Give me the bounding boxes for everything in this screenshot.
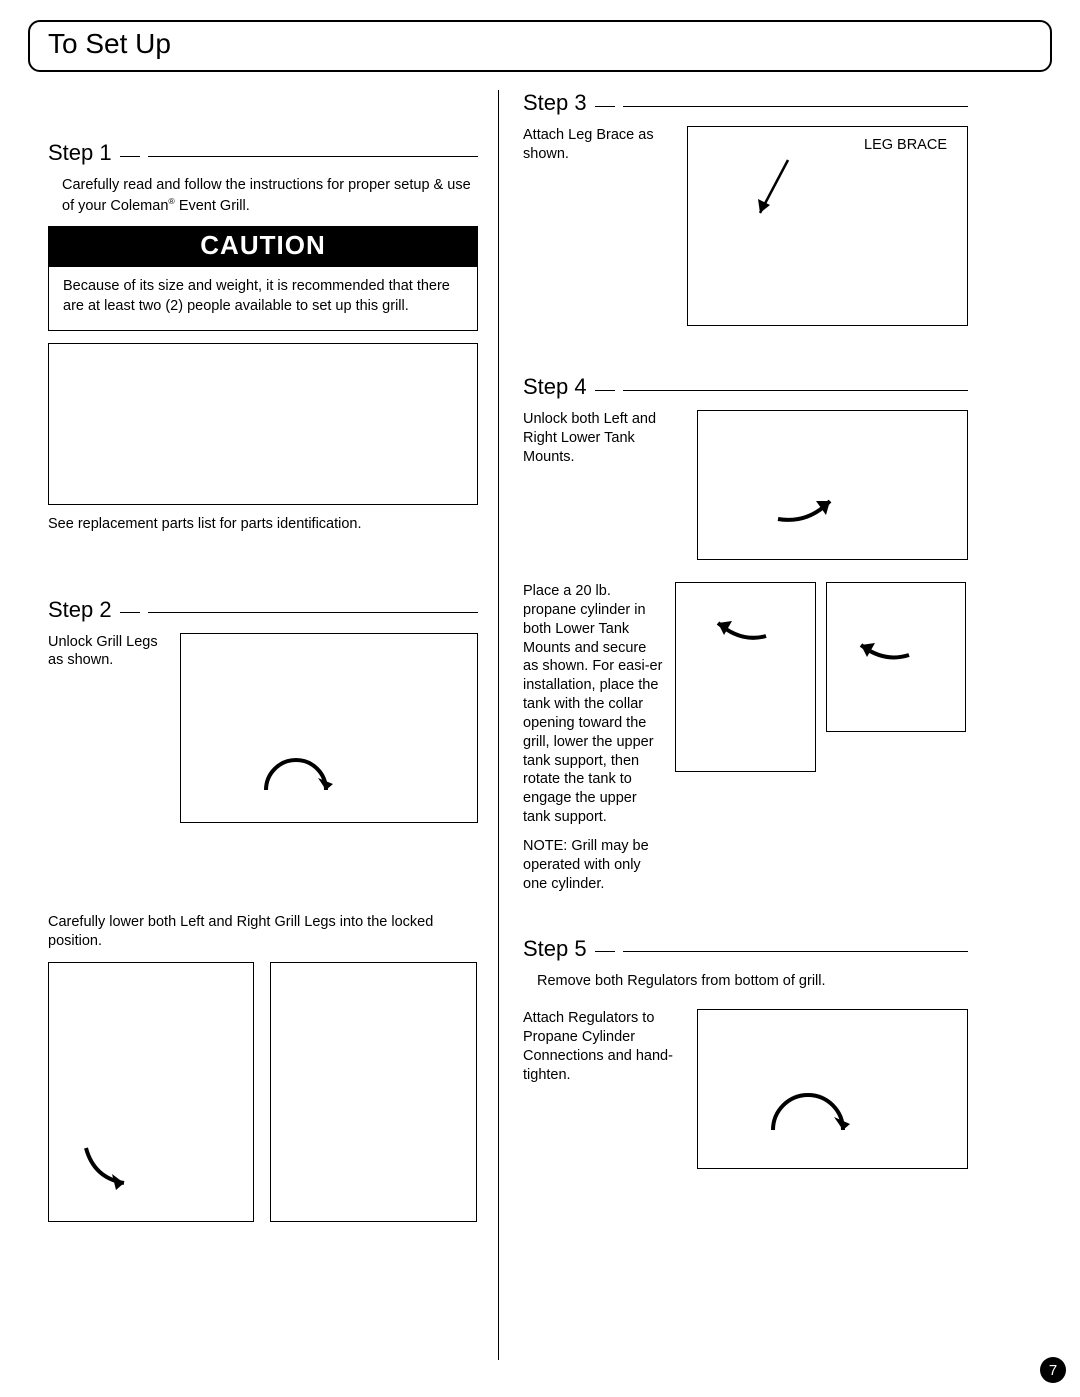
- step-1-intro-pre: Carefully read and follow the instructio…: [62, 177, 471, 213]
- header-rule: [148, 156, 478, 157]
- step-2-illustration-3: [270, 962, 476, 1222]
- step-3-illustration: LEG BRACE: [687, 126, 968, 326]
- pointer-arrow-icon: [748, 155, 798, 225]
- step-2-row: Unlock Grill Legs as shown.: [48, 633, 478, 823]
- step-4-illustration-2: [675, 582, 816, 772]
- curve-arrow-up-icon: [768, 489, 848, 529]
- step-5-text-2: Attach Regulators to Propane Cylinder Co…: [523, 1009, 683, 1084]
- step-4-row-1: Unlock both Left and Right Lower Tank Mo…: [523, 410, 968, 560]
- content-columns: Step 1 Carefully read and follow the ins…: [28, 90, 1052, 1360]
- page-number-badge: 7: [1040, 1357, 1066, 1383]
- caution-banner: CAUTION: [48, 226, 478, 267]
- caution-text: Because of its size and weight, it is re…: [48, 267, 478, 331]
- dash: [120, 612, 140, 613]
- step-2-lower-illus-row: [48, 962, 478, 1222]
- section-title: To Set Up: [48, 28, 1032, 60]
- step-2-label: Step 2: [48, 597, 112, 623]
- step-1-intro: Carefully read and follow the instructio…: [48, 176, 478, 216]
- curve-arrow-left-icon: [706, 611, 776, 646]
- step-3-header: Step 3: [523, 90, 968, 116]
- page: To Set Up Step 1 Carefully read and foll…: [0, 0, 1080, 1397]
- step-5-header: Step 5: [523, 936, 968, 962]
- step-4-header: Step 4: [523, 374, 968, 400]
- step-1-footer: See replacement parts list for parts ide…: [48, 515, 478, 535]
- step-1-header: Step 1: [48, 140, 478, 166]
- step-4-text-column: Place a 20 lb. propane cylinder in both …: [523, 582, 663, 894]
- step-4-text-1: Unlock both Left and Right Lower Tank Mo…: [523, 410, 683, 467]
- leg-brace-label: LEG BRACE: [864, 137, 947, 153]
- left-column: Step 1 Carefully read and follow the ins…: [28, 90, 498, 1360]
- step-4-note: NOTE: Grill may be operated with only on…: [523, 837, 663, 894]
- dash: [595, 390, 615, 391]
- step-3-label: Step 3: [523, 90, 587, 116]
- curve-arrow-icon: [74, 1138, 144, 1193]
- header-rule: [623, 951, 968, 952]
- step-4-label: Step 4: [523, 374, 587, 400]
- step-1-illustration: [48, 343, 478, 505]
- step-2-text: Unlock Grill Legs as shown.: [48, 633, 168, 671]
- step-4-text-2: Place a 20 lb. propane cylinder in both …: [523, 582, 663, 827]
- header-rule: [623, 390, 968, 391]
- dash: [595, 106, 615, 107]
- step-3-row: Attach Leg Brace as shown. LEG BRACE: [523, 126, 968, 326]
- page-number: 7: [1049, 1362, 1057, 1379]
- section-title-box: To Set Up: [28, 20, 1052, 72]
- step-5-row: Attach Regulators to Propane Cylinder Co…: [523, 1009, 968, 1169]
- step-2-illustration-2: [48, 962, 254, 1222]
- step-4-illustration-1: [697, 410, 968, 560]
- step-2-illustration-1: [180, 633, 478, 823]
- step-3-text: Attach Leg Brace as shown.: [523, 126, 673, 164]
- rotate-arrow-icon: [251, 740, 341, 800]
- header-rule: [623, 106, 968, 107]
- right-column: Step 3 Attach Leg Brace as shown. LEG BR…: [498, 90, 968, 1360]
- step-1-label: Step 1: [48, 140, 112, 166]
- step-5-illustration: [697, 1009, 968, 1169]
- dash: [120, 156, 140, 157]
- step-4-illus-pair: [675, 582, 968, 772]
- dash: [595, 951, 615, 952]
- step-2-header: Step 2: [48, 597, 478, 623]
- step-5-label: Step 5: [523, 936, 587, 962]
- header-rule: [148, 612, 478, 613]
- rotate-arrow-icon: [758, 1080, 858, 1140]
- curve-arrow-left-icon: [849, 633, 919, 668]
- step-2-lower-text: Carefully lower both Left and Right Gril…: [48, 913, 478, 952]
- step-1-intro-post: Event Grill.: [175, 197, 250, 213]
- step-4-illustration-3: [826, 582, 967, 732]
- step-5-text-1: Remove both Regulators from bottom of gr…: [523, 972, 968, 992]
- step-4-row-2: Place a 20 lb. propane cylinder in both …: [523, 582, 968, 894]
